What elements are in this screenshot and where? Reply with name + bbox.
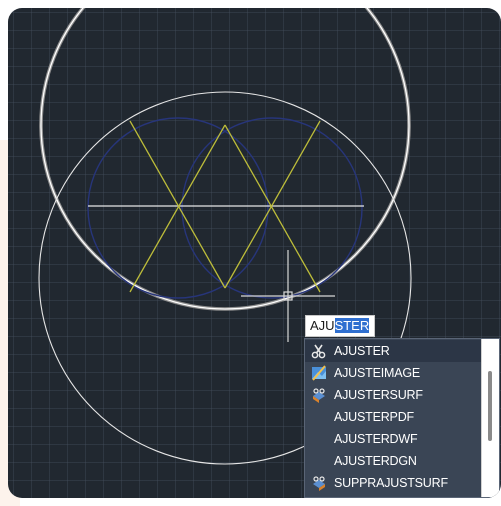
autocomplete-item-label: AJUSTER: [334, 344, 390, 358]
blue-circle-right[interactable]: [181, 117, 363, 299]
command-autocomplete-text: STER: [334, 318, 370, 333]
autocomplete-item-ajusterdwf[interactable]: AJUSTERDWF: [305, 428, 481, 450]
autocomplete-item-label: AJUSTERDWF: [334, 432, 418, 446]
autocomplete-item-label: AJUSTERPDF: [334, 410, 414, 424]
autocomplete-scrollbar[interactable]: [481, 339, 499, 497]
lower-circle[interactable]: [38, 91, 412, 465]
scrollbar-thumb[interactable]: [488, 371, 492, 441]
crosshair-cursor: [241, 250, 335, 342]
upper-circle-selected[interactable]: [39, 8, 411, 311]
command-input[interactable]: AJUSTER: [305, 315, 376, 337]
autocomplete-item-label: AJUSTERSURF: [334, 388, 423, 402]
surface-trim-icon: [310, 386, 328, 404]
yellow-line-2[interactable]: [224, 120, 321, 289]
yellow-line-3[interactable]: [129, 124, 226, 293]
image-trim-icon: [310, 364, 328, 382]
autocomplete-item-supprajustsurf[interactable]: SUPPRAJUSTSURF: [305, 472, 481, 494]
blue-circle-left[interactable]: [87, 117, 269, 299]
command-typed-text: AJU: [310, 318, 335, 333]
autocomplete-item-label: AJUSTERDGN: [334, 454, 417, 468]
autocomplete-item-label: SUPPRAJUSTSURF: [334, 476, 448, 490]
autocomplete-item-ajuster[interactable]: AJUSTER: [305, 340, 481, 362]
autocomplete-item-ajusteimage[interactable]: AJUSTEIMAGE: [305, 362, 481, 384]
drawing-canvas[interactable]: [8, 8, 501, 498]
surface-untrim-icon: [310, 474, 328, 492]
autocomplete-item-ajustersurf[interactable]: AJUSTERSURF: [305, 384, 481, 406]
autocomplete-list[interactable]: AJUSTER AJUSTEIMAGE AJUSTER: [304, 338, 500, 498]
yellow-star-lines[interactable]: [129, 120, 321, 293]
autocomplete-item-ajusterpdf[interactable]: AJUSTERPDF: [305, 406, 481, 428]
yellow-line-4[interactable]: [224, 124, 321, 293]
upper-circle-selected-core: [40, 8, 410, 310]
crosshair-pickbox: [283, 291, 293, 301]
drawing-viewport[interactable]: AJUSTER AJUSTER AJUSTEIMAGE: [8, 8, 501, 498]
autocomplete-item-ajusterdgn[interactable]: AJUSTERDGN: [305, 450, 481, 472]
autocomplete-item-label: AJUSTEIMAGE: [334, 366, 421, 380]
scissors-icon: [310, 342, 328, 360]
yellow-line-1[interactable]: [129, 120, 226, 289]
